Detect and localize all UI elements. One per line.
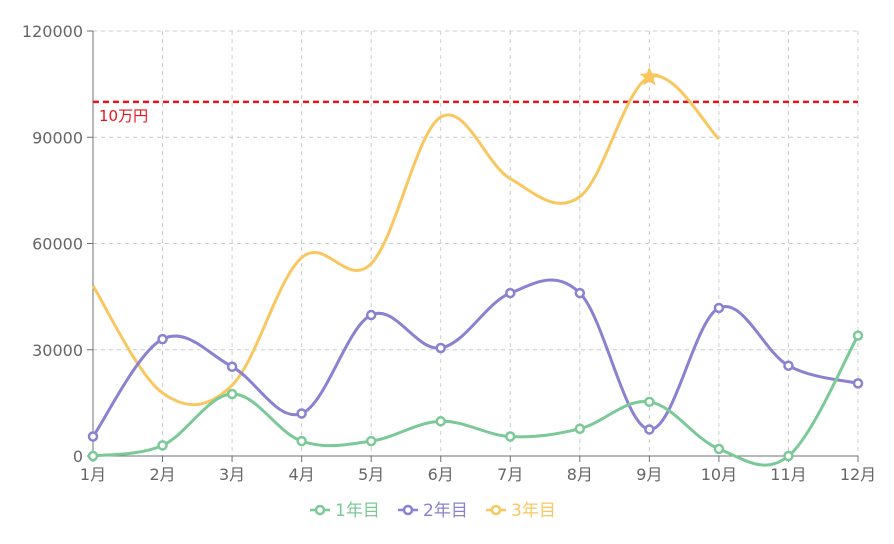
x-tick-label: 10月	[701, 465, 737, 484]
highlight-star-marker[interactable]	[639, 66, 660, 86]
data-point[interactable]	[435, 342, 446, 354]
data-point[interactable]	[713, 302, 725, 314]
legend-item-2[interactable]: 2年目	[398, 501, 468, 521]
legend-label: 2年目	[423, 501, 468, 521]
data-point[interactable]	[157, 440, 168, 451]
y-tick-label: 120000	[22, 22, 83, 41]
grid-layer	[93, 30, 859, 456]
axis-layer: 0 30000 60000 90000 120000 1月 2月 3月 4月 5月 6月 7月 8月 9月…	[22, 22, 876, 484]
data-point[interactable]	[783, 360, 794, 371]
x-tick-label: 7月	[497, 465, 523, 484]
x-tick-label: 6月	[428, 465, 454, 484]
data-point[interactable]	[574, 423, 586, 434]
data-point[interactable]	[713, 443, 725, 455]
reference-line-label: 10万円	[99, 107, 148, 125]
legend[interactable]: 1年目 2年目 3年目	[310, 501, 556, 521]
x-tick-label: 5月	[358, 465, 384, 484]
series-line	[91, 74, 720, 407]
x-tick-label: 2月	[149, 465, 175, 484]
legend-label: 3年目	[511, 501, 556, 521]
data-point[interactable]	[87, 450, 99, 462]
data-point[interactable]	[365, 435, 377, 447]
series-layer	[87, 66, 864, 467]
data-point[interactable]	[644, 396, 655, 408]
data-point[interactable]	[644, 424, 655, 435]
data-point[interactable]	[87, 431, 99, 442]
y-tick-label: 60000	[32, 235, 83, 254]
legend-item-3[interactable]: 3年目	[486, 501, 556, 521]
data-point[interactable]	[783, 450, 794, 462]
y-tick-label: 90000	[32, 128, 83, 147]
data-point[interactable]	[574, 287, 586, 299]
data-point[interactable]	[852, 330, 864, 341]
reference-line-layer: 10万円	[93, 100, 858, 125]
x-tick-label: 11月	[770, 465, 806, 484]
y-tick-label: 30000	[32, 341, 83, 360]
x-tick-label: 3月	[219, 465, 245, 484]
y-tick-label: 0	[73, 447, 83, 466]
series-2	[87, 278, 864, 442]
x-tick-label: 4月	[289, 465, 315, 484]
legend-marker	[490, 504, 502, 516]
x-tick-label: 8月	[567, 465, 593, 484]
data-point[interactable]	[226, 388, 238, 400]
legend-label: 1年目	[335, 501, 380, 521]
series-3	[91, 66, 720, 407]
legend-marker	[402, 504, 414, 516]
legend-item-1[interactable]: 1年目	[310, 501, 380, 521]
data-point[interactable]	[296, 408, 307, 419]
data-point[interactable]	[505, 431, 516, 442]
legend-marker	[314, 504, 326, 516]
series-1	[87, 330, 864, 467]
data-point[interactable]	[296, 435, 307, 447]
series-line	[91, 278, 859, 438]
x-tick-label: 1月	[80, 465, 106, 484]
data-point[interactable]	[157, 333, 168, 345]
data-point[interactable]	[505, 287, 516, 299]
data-point[interactable]	[435, 416, 446, 427]
data-point[interactable]	[365, 309, 377, 321]
data-point[interactable]	[852, 378, 864, 389]
x-tick-label: 12月	[840, 465, 876, 484]
data-point[interactable]	[226, 361, 238, 372]
x-tick-label: 9月	[636, 465, 662, 484]
